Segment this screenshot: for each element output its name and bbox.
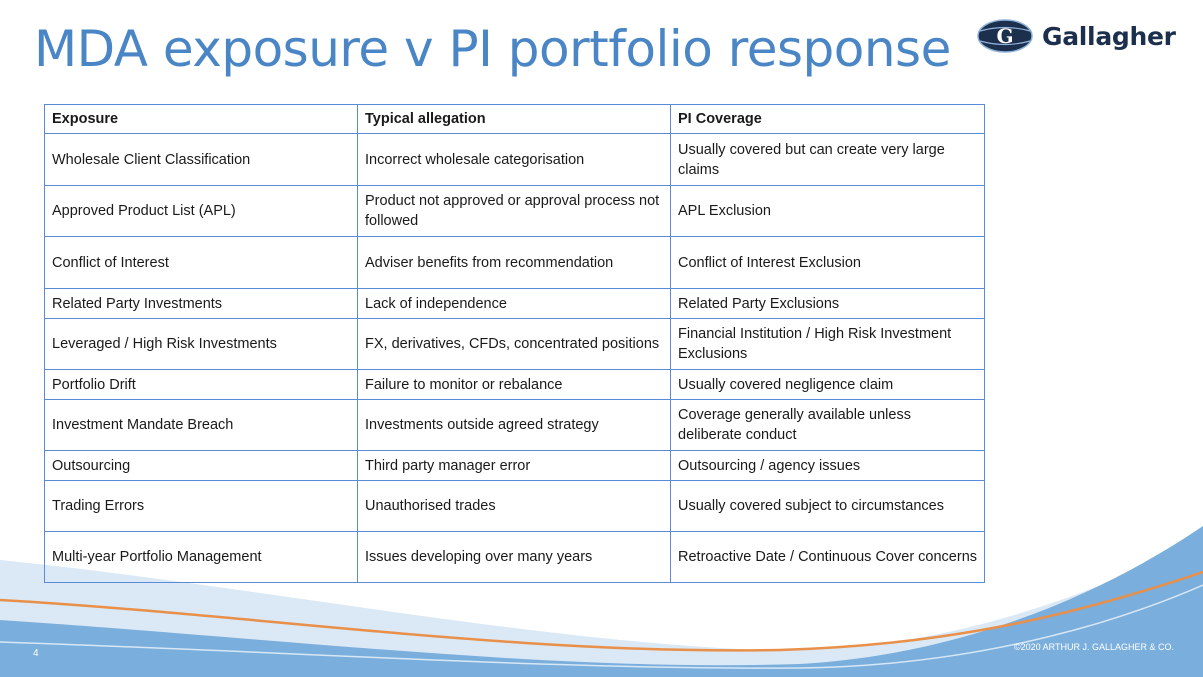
globe-logo-icon: G xyxy=(977,19,1033,53)
exposure-table: Exposure Typical allegation PI Coverage … xyxy=(44,104,985,583)
cell-exposure: Trading Errors xyxy=(44,480,358,532)
table-row: Conflict of Interest Adviser benefits fr… xyxy=(44,236,985,289)
header-typical-allegation: Typical allegation xyxy=(357,104,671,134)
cell-allegation: Investments outside agreed strategy xyxy=(357,399,671,451)
cell-allegation: Issues developing over many years xyxy=(357,531,671,583)
cell-coverage: Outsourcing / agency issues xyxy=(670,450,985,481)
cell-exposure: Multi-year Portfolio Management xyxy=(44,531,358,583)
slide-number: 4 xyxy=(33,648,39,659)
header-pi-coverage: PI Coverage xyxy=(670,104,985,134)
cell-allegation: Incorrect wholesale categorisation xyxy=(357,133,671,186)
svg-text:G: G xyxy=(996,24,1013,48)
slide-title: MDA exposure v PI portfolio response xyxy=(34,20,951,78)
cell-exposure: Approved Product List (APL) xyxy=(44,185,358,237)
cell-exposure: Leveraged / High Risk Investments xyxy=(44,318,358,370)
cell-allegation: Adviser benefits from recommendation xyxy=(357,236,671,289)
cell-exposure: Related Party Investments xyxy=(44,288,358,319)
table-row: Investment Mandate Breach Investments ou… xyxy=(44,399,985,451)
orange-swoosh xyxy=(0,570,1203,652)
cell-exposure: Conflict of Interest xyxy=(44,236,358,289)
cell-allegation: Lack of independence xyxy=(357,288,671,319)
table-row: Portfolio Drift Failure to monitor or re… xyxy=(44,369,985,400)
table-header-row: Exposure Typical allegation PI Coverage xyxy=(44,104,985,134)
cell-coverage: Financial Institution / High Risk Invest… xyxy=(670,318,985,370)
logo-wordmark: Gallagher xyxy=(1042,21,1176,51)
cell-exposure: Portfolio Drift xyxy=(44,369,358,400)
cell-coverage: Coverage generally available unless deli… xyxy=(670,399,985,451)
cell-allegation: FX, derivatives, CFDs, concentrated posi… xyxy=(357,318,671,370)
cell-coverage: Conflict of Interest Exclusion xyxy=(670,236,985,289)
table-row: Trading Errors Unauthorised trades Usual… xyxy=(44,480,985,532)
cell-coverage: Retroactive Date / Continuous Cover conc… xyxy=(670,531,985,583)
table-row: Outsourcing Third party manager error Ou… xyxy=(44,450,985,481)
cell-coverage: Related Party Exclusions xyxy=(670,288,985,319)
cell-coverage: Usually covered but can create very larg… xyxy=(670,133,985,186)
table-row: Related Party Investments Lack of indepe… xyxy=(44,288,985,319)
cell-allegation: Third party manager error xyxy=(357,450,671,481)
table-row: Leveraged / High Risk Investments FX, de… xyxy=(44,318,985,370)
copyright-notice: ©2020 ARTHUR J. GALLAGHER & CO. xyxy=(1014,642,1175,652)
cell-coverage: Usually covered subject to circumstances xyxy=(670,480,985,532)
gallagher-logo: G Gallagher xyxy=(976,18,1176,54)
table-row: Wholesale Client Classification Incorrec… xyxy=(44,133,985,186)
cell-exposure: Outsourcing xyxy=(44,450,358,481)
table-row: Approved Product List (APL) Product not … xyxy=(44,185,985,237)
white-swoosh xyxy=(0,584,1203,669)
cell-exposure: Wholesale Client Classification xyxy=(44,133,358,186)
table-row: Multi-year Portfolio Management Issues d… xyxy=(44,531,985,583)
header-exposure: Exposure xyxy=(44,104,358,134)
cell-exposure: Investment Mandate Breach xyxy=(44,399,358,451)
cell-coverage: APL Exclusion xyxy=(670,185,985,237)
cell-allegation: Unauthorised trades xyxy=(357,480,671,532)
cell-allegation: Failure to monitor or rebalance xyxy=(357,369,671,400)
cell-allegation: Product not approved or approval process… xyxy=(357,185,671,237)
cell-coverage: Usually covered negligence claim xyxy=(670,369,985,400)
